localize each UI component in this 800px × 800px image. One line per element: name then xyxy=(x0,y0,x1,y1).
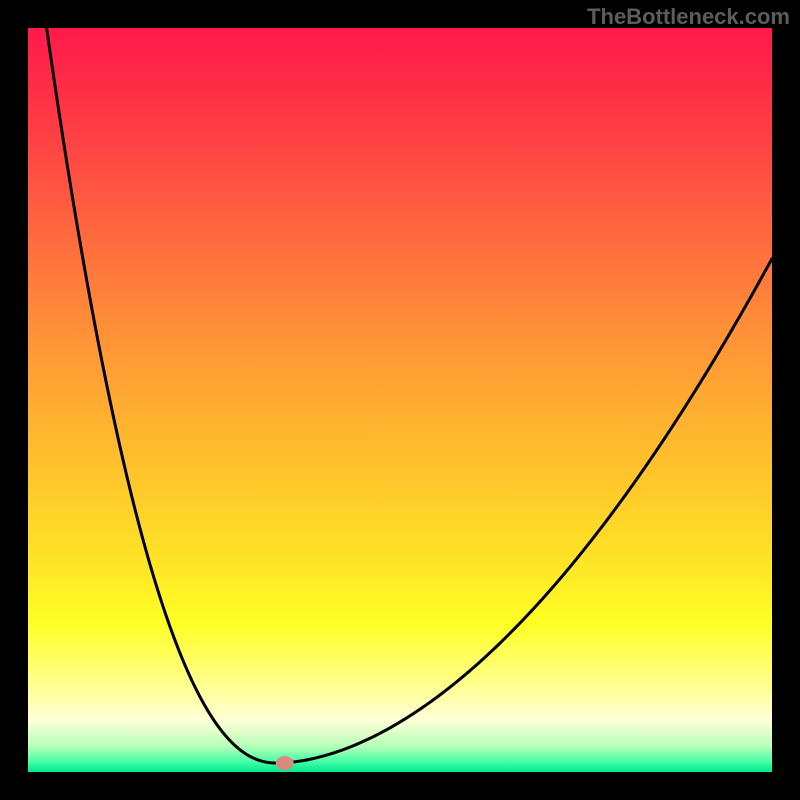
chart-container: TheBottleneck.com xyxy=(0,0,800,800)
watermark-text: TheBottleneck.com xyxy=(587,4,790,30)
plot-background-gradient xyxy=(28,28,772,772)
bottleneck-chart xyxy=(0,0,800,800)
optimum-marker xyxy=(276,756,294,770)
